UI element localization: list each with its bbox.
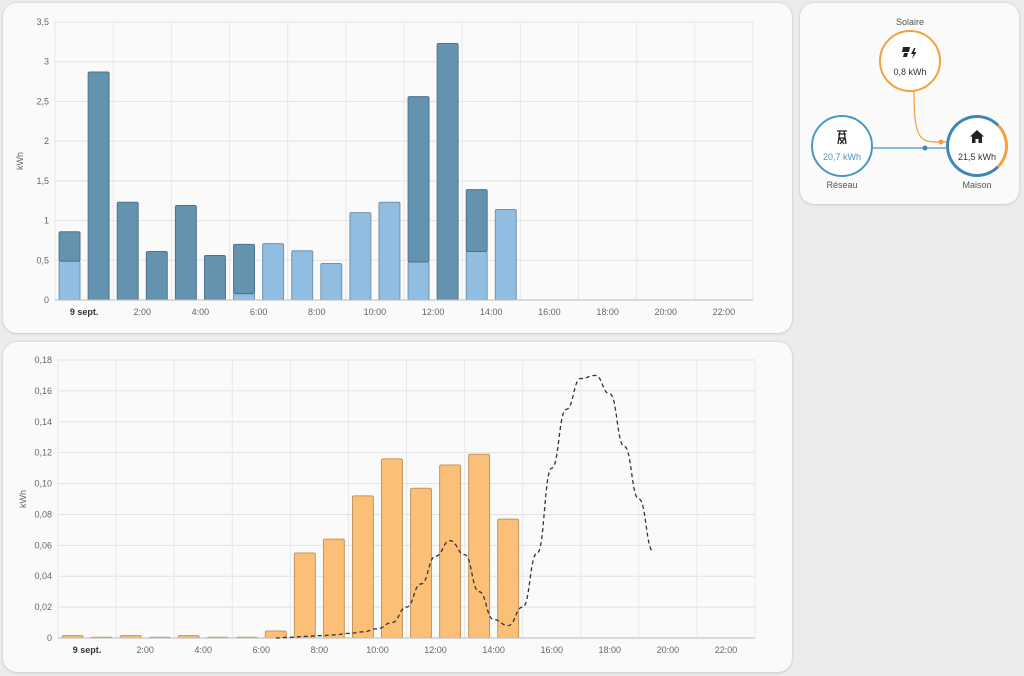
home-node[interactable]: 21,5 kWh bbox=[946, 115, 1008, 177]
x-tick-label: 20:00 bbox=[657, 645, 680, 655]
x-tick-label: 16:00 bbox=[538, 307, 561, 317]
y-tick-label: 3,5 bbox=[36, 17, 49, 27]
bar bbox=[436, 42, 459, 301]
y-tick-label: 3 bbox=[44, 57, 49, 67]
x-tick-label: 9 sept. bbox=[70, 307, 99, 317]
x-tick-label: 6:00 bbox=[253, 645, 271, 655]
bar bbox=[203, 255, 226, 301]
y-tick-label: 0,10 bbox=[34, 479, 52, 489]
x-tick-label: 8:00 bbox=[311, 645, 329, 655]
bar bbox=[291, 250, 314, 301]
y-tick-label: 1,5 bbox=[36, 176, 49, 186]
home-label: Maison bbox=[962, 180, 992, 190]
x-tick-label: 22:00 bbox=[715, 645, 738, 655]
y-axis-title: kWh bbox=[15, 152, 25, 170]
energy-distribution-card: Solaire 0,8 kWh 20,7 kWh Réseau 21,5 kWh… bbox=[800, 3, 1019, 204]
bar bbox=[351, 495, 374, 639]
bar bbox=[87, 71, 110, 301]
bar bbox=[320, 262, 343, 301]
bar bbox=[322, 538, 345, 639]
bar bbox=[145, 251, 168, 301]
y-tick-label: 0,16 bbox=[34, 386, 52, 396]
y-tick-label: 2 bbox=[44, 136, 49, 146]
bar bbox=[381, 458, 403, 639]
bar bbox=[349, 212, 372, 301]
bar bbox=[465, 189, 488, 253]
x-tick-label: 9 sept. bbox=[73, 645, 102, 655]
bar bbox=[465, 251, 488, 301]
solar-node[interactable]: 0,8 kWh bbox=[879, 30, 941, 92]
x-tick-label: 12:00 bbox=[422, 307, 445, 317]
bar bbox=[293, 552, 316, 639]
solar-value: 0,8 kWh bbox=[893, 67, 927, 77]
x-tick-label: 10:00 bbox=[366, 645, 389, 655]
bar bbox=[116, 201, 139, 301]
grid-value: 20,7 kWh bbox=[822, 152, 862, 162]
home-value: 21,5 kWh bbox=[957, 152, 997, 162]
grid-flow-dot bbox=[922, 145, 928, 151]
y-tick-label: 2,5 bbox=[36, 96, 49, 106]
bar bbox=[497, 518, 520, 639]
solar-flow-dot bbox=[938, 139, 944, 145]
solar-production-chart: 0 0,02 0,04 0,06 0,08 0,10 0,12 0,14 0,16 0,18 9 s… bbox=[18, 355, 756, 655]
x-tick-label: 18:00 bbox=[596, 307, 619, 317]
y-tick-label: 0,14 bbox=[34, 417, 52, 427]
y-tick-label: 0 bbox=[47, 633, 52, 643]
bar bbox=[233, 293, 256, 301]
x-tick-label: 14:00 bbox=[480, 307, 503, 317]
bar bbox=[58, 231, 81, 262]
y-tick-label: 0,04 bbox=[34, 571, 52, 581]
y-tick-label: 0,02 bbox=[34, 602, 52, 612]
x-tick-label: 18:00 bbox=[599, 645, 622, 655]
bar bbox=[58, 260, 81, 301]
x-tick-label: 2:00 bbox=[133, 307, 151, 317]
y-tick-label: 0,06 bbox=[34, 540, 52, 550]
bar bbox=[262, 243, 285, 301]
home-icon bbox=[949, 130, 1005, 148]
x-tick-label: 6:00 bbox=[250, 307, 268, 317]
bar bbox=[439, 464, 462, 639]
y-tick-label: 0,5 bbox=[36, 255, 49, 265]
x-tick-label: 16:00 bbox=[540, 645, 563, 655]
solar-production-card: 0 0,02 0,04 0,06 0,08 0,10 0,12 0,14 0,16 0,18 9 s… bbox=[3, 342, 792, 672]
forecast-line bbox=[275, 374, 654, 639]
grid-consumption-chart: 0 0,5 1 1,5 2 2,5 3 3,5 9 sept. 2:00 4:00 6:00 8:00 1… bbox=[15, 17, 754, 317]
grid-label: Réseau bbox=[826, 180, 858, 190]
bar bbox=[468, 453, 491, 639]
y-tick-label: 0,12 bbox=[34, 448, 52, 458]
flow-lines bbox=[873, 88, 946, 151]
x-tick-label: 8:00 bbox=[308, 307, 326, 317]
bar bbox=[233, 243, 256, 295]
bar bbox=[407, 96, 430, 263]
bar bbox=[410, 487, 432, 639]
solar-label: Solaire bbox=[895, 17, 924, 27]
y-tick-label: 0 bbox=[44, 295, 49, 305]
grid-consumption-card: 0 0,5 1 1,5 2 2,5 3 3,5 9 sept. 2:00 4:00 6:00 8:00 1… bbox=[3, 3, 792, 333]
x-tick-label: 10:00 bbox=[364, 307, 387, 317]
transmission-tower-icon bbox=[813, 129, 871, 150]
x-tick-label: 22:00 bbox=[713, 307, 736, 317]
x-tick-label: 4:00 bbox=[192, 307, 210, 317]
bar bbox=[378, 201, 401, 301]
x-tick-label: 12:00 bbox=[424, 645, 447, 655]
x-tick-label: 14:00 bbox=[482, 645, 505, 655]
x-tick-label: 4:00 bbox=[194, 645, 212, 655]
bar bbox=[407, 261, 430, 301]
bar bbox=[174, 204, 197, 301]
y-tick-label: 1 bbox=[44, 216, 49, 226]
bar bbox=[494, 208, 517, 301]
solar-to-home-line bbox=[913, 88, 946, 143]
y-tick-label: 0,08 bbox=[34, 509, 52, 519]
x-tick-label: 2:00 bbox=[136, 645, 154, 655]
y-axis-title: kWh bbox=[18, 490, 28, 508]
solar-power-icon bbox=[881, 46, 939, 65]
x-tick-label: 20:00 bbox=[654, 307, 677, 317]
grid-node[interactable]: 20,7 kWh bbox=[811, 115, 873, 177]
y-tick-label: 0,18 bbox=[34, 355, 52, 365]
